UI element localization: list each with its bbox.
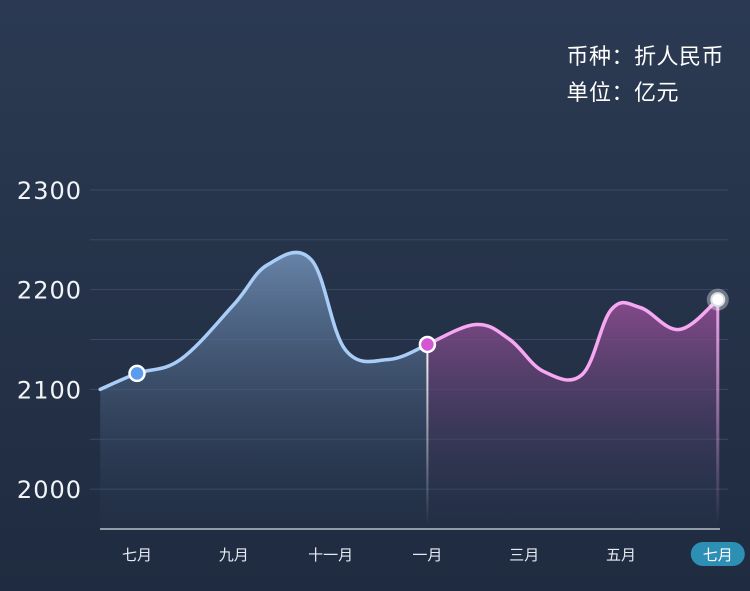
- series-2-area: [427, 299, 718, 529]
- marker-drop-line: [426, 344, 429, 525]
- series-1-marker: [128, 364, 146, 383]
- x-tick-label: 十一月: [308, 546, 353, 564]
- active-x-tick-pill: [690, 542, 745, 566]
- marker-drop-line: [716, 299, 720, 525]
- x-tick-label: 七月: [122, 546, 152, 564]
- series-markers: [128, 288, 729, 383]
- x-tick-label: 三月: [509, 546, 539, 564]
- unit-label: 单位：亿元: [566, 81, 679, 106]
- currency-label: 币种：折人民币: [566, 45, 724, 70]
- x-tick-label: 七月: [703, 546, 733, 564]
- series-2-line: [425, 297, 720, 382]
- series-2-end-marker: [710, 292, 726, 308]
- series-lines: [98, 250, 720, 392]
- marker-drop-lines: [136, 299, 720, 525]
- y-tick-label: 2000: [17, 476, 82, 504]
- chart-legend: 币种：折人民币 单位：亿元: [566, 40, 724, 112]
- x-axis: 七月 九月 十一月 一月 三月 五月 七月: [122, 542, 745, 566]
- y-tick-label: 2100: [17, 376, 82, 404]
- x-tick-label: 九月: [219, 546, 249, 564]
- series-2-marker: [418, 335, 437, 354]
- series-1-area: [100, 252, 428, 529]
- y-tick-label: 2200: [17, 277, 82, 305]
- x-tick-label: 一月: [412, 546, 442, 564]
- series-areas: [100, 252, 718, 529]
- y-tick-label: 2300: [17, 177, 82, 205]
- y-axis: 2000 2100 2200 2300: [17, 177, 82, 504]
- x-tick-label: 五月: [606, 546, 636, 564]
- series-1-line: [98, 250, 430, 392]
